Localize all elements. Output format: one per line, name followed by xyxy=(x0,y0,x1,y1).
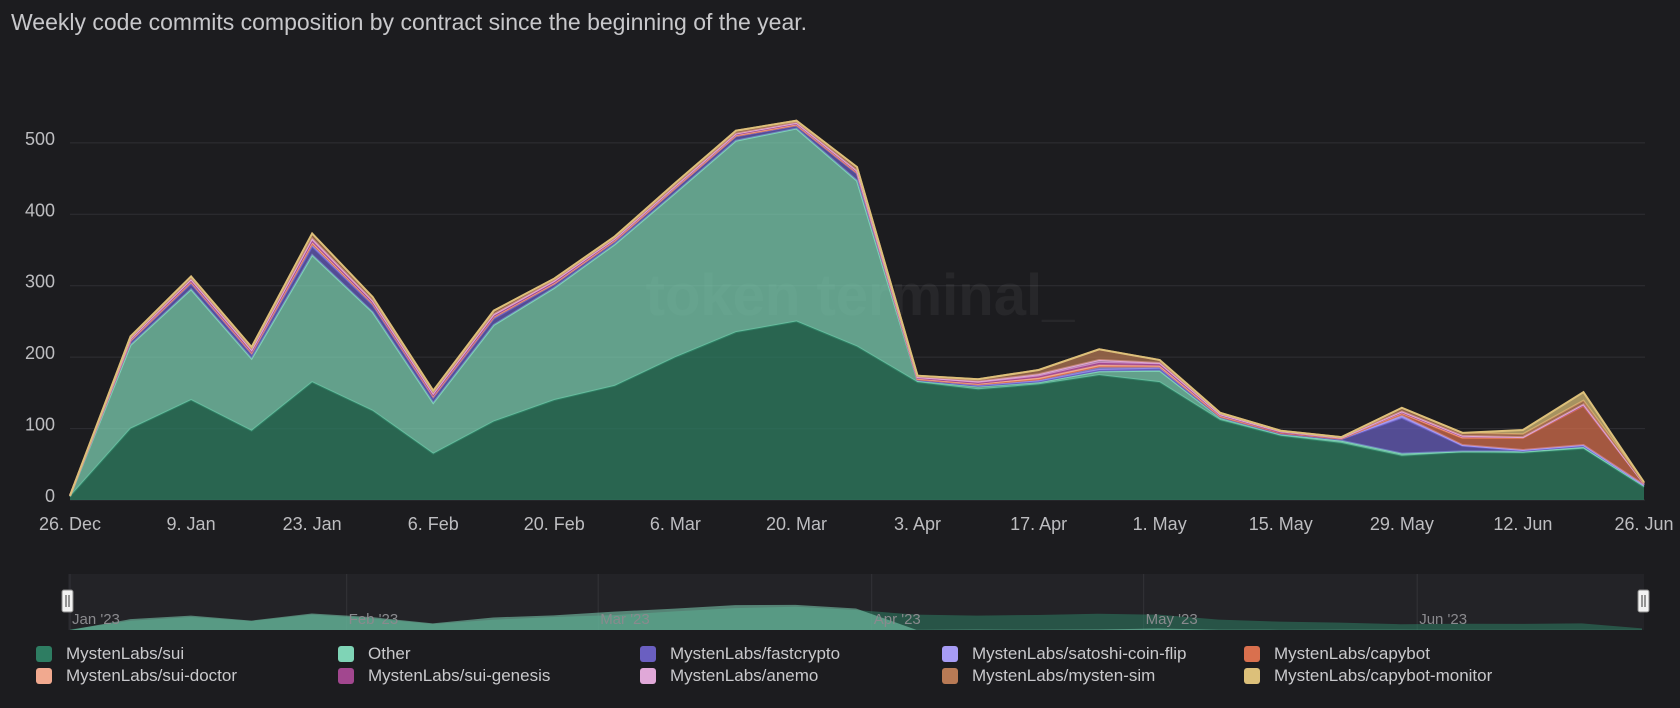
legend-item[interactable]: MystenLabs/sui-doctor xyxy=(36,666,237,686)
x-tick-label: 6. Mar xyxy=(650,514,701,534)
legend-swatch xyxy=(942,668,958,684)
legend-swatch xyxy=(1244,668,1260,684)
x-tick-label: 6. Feb xyxy=(408,514,459,534)
navigator-area-1 xyxy=(70,604,1642,630)
x-tick-label: 29. May xyxy=(1370,514,1434,534)
y-axis-ticks: 0 100 200 300 400 500 xyxy=(25,129,55,506)
y-tick-label: 300 xyxy=(25,272,55,292)
navigator-month-label: Jun '23 xyxy=(1419,611,1467,628)
area-series-line-9 xyxy=(69,119,1645,497)
legend-label: MystenLabs/capybot-monitor xyxy=(1274,666,1493,685)
x-tick-label: 15. May xyxy=(1249,514,1313,534)
x-tick-label: 23. Jan xyxy=(283,514,342,534)
legend-label: MystenLabs/mysten-sim xyxy=(972,666,1156,685)
navigator-handle-right[interactable] xyxy=(1637,589,1650,613)
legend-item[interactable]: MystenLabs/anemo xyxy=(640,666,818,686)
legend-swatch xyxy=(1244,646,1260,662)
y-tick-label: 400 xyxy=(25,200,55,220)
area-layers xyxy=(69,119,1645,500)
y-tick-label: 200 xyxy=(25,343,55,363)
x-tick-label: 12. Jun xyxy=(1493,514,1552,534)
navigator-areas xyxy=(70,604,1642,630)
navigator-handle-left[interactable] xyxy=(61,589,74,613)
legend-item[interactable]: MystenLabs/fastcrypto xyxy=(640,644,840,664)
x-tick-label: 17. Apr xyxy=(1010,514,1067,534)
area-series-1[interactable] xyxy=(70,128,1644,497)
legend-swatch xyxy=(36,668,52,684)
legend-item[interactable]: MystenLabs/capybot-monitor xyxy=(1244,666,1492,686)
navigator-month-label: Mar '23 xyxy=(600,611,650,628)
legend-label: MystenLabs/fastcrypto xyxy=(670,644,841,663)
navigator-month-labels: Jan '23 Feb '23 Mar '23 Apr '23 May '23 Jun '… xyxy=(72,611,1467,628)
legend-label: MystenLabs/sui xyxy=(66,644,185,663)
x-tick-label: 3. Apr xyxy=(894,514,941,534)
y-tick-label: 0 xyxy=(45,486,55,506)
legend-item[interactable]: MystenLabs/satoshi-coin-flip xyxy=(942,644,1186,664)
legend-item[interactable]: MystenLabs/sui xyxy=(36,644,184,664)
y-tick-label: 100 xyxy=(25,415,55,435)
legend-swatch xyxy=(36,646,52,662)
x-tick-label: 20. Feb xyxy=(524,514,585,534)
y-tick-label: 500 xyxy=(25,129,55,149)
x-tick-label: 26. Dec xyxy=(39,514,101,534)
legend-swatch xyxy=(338,668,354,684)
x-tick-label: 1. May xyxy=(1133,514,1187,534)
range-navigator[interactable]: Jan '23 Feb '23 Mar '23 Apr '23 May '23 Jun '… xyxy=(61,574,1650,630)
x-tick-label: 9. Jan xyxy=(167,514,216,534)
legend-label: MystenLabs/anemo xyxy=(670,666,819,685)
legend-label: MystenLabs/sui-genesis xyxy=(368,666,551,685)
x-tick-label: 26. Jun xyxy=(1614,514,1673,534)
legend-swatch xyxy=(640,646,656,662)
legend-swatch xyxy=(640,668,656,684)
legend-item[interactable]: MystenLabs/sui-genesis xyxy=(338,666,550,686)
chart-title: Weekly code commits composition by contr… xyxy=(11,9,808,35)
navigator-month-label: Jan '23 xyxy=(72,611,120,628)
legend-swatch xyxy=(338,646,354,662)
legend-label: Other xyxy=(368,644,411,663)
legend-label: MystenLabs/capybot xyxy=(1274,644,1430,663)
navigator-month-label: Feb '23 xyxy=(349,611,399,628)
x-axis-ticks: 26. Dec 9. Jan 23. Jan 6. Feb 20. Feb 6. Mar 2… xyxy=(39,514,1674,534)
legend-item[interactable]: Other xyxy=(338,644,411,664)
navigator-month-label: May '23 xyxy=(1146,611,1198,628)
legend-item[interactable]: MystenLabs/mysten-sim xyxy=(942,666,1155,686)
x-tick-label: 20. Mar xyxy=(766,514,827,534)
area-series-0[interactable] xyxy=(70,321,1644,500)
legend-label: MystenLabs/satoshi-coin-flip xyxy=(972,644,1187,663)
navigator-month-label: Apr '23 xyxy=(874,611,921,628)
legend-label: MystenLabs/sui-doctor xyxy=(66,666,238,685)
legend-item[interactable]: MystenLabs/capybot xyxy=(1244,644,1430,664)
legend-swatch xyxy=(942,646,958,662)
